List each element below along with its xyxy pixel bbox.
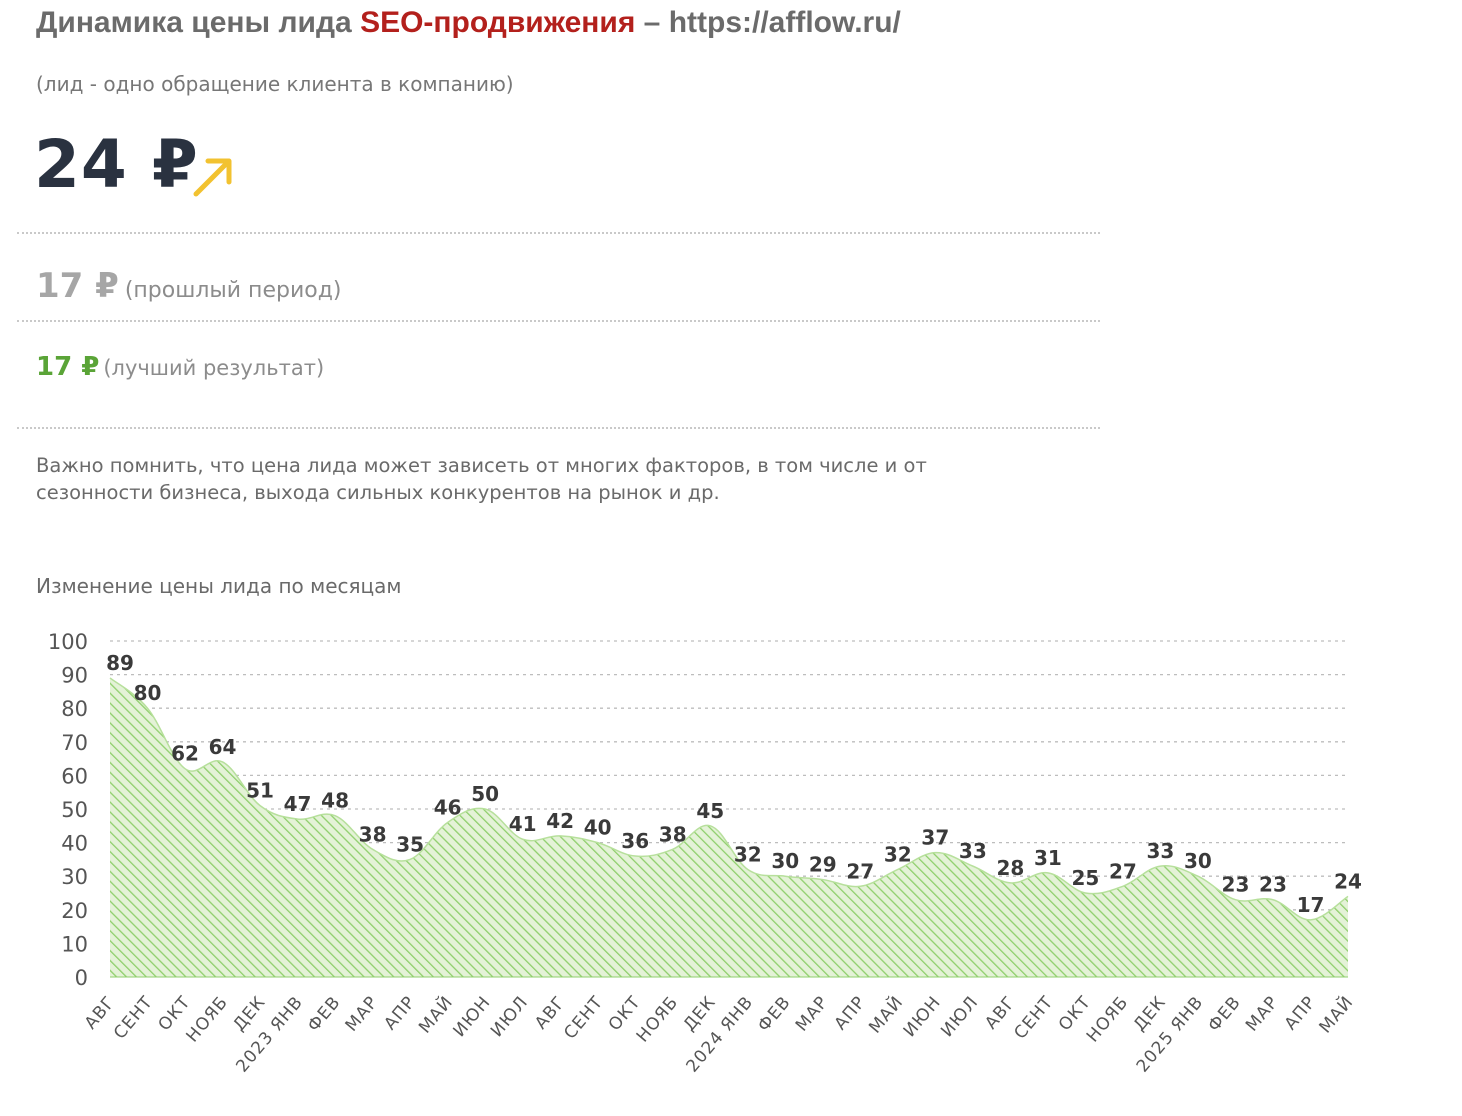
x-tick-label: НОЯБ: [633, 992, 683, 1046]
best-price: 17 ₽: [36, 352, 100, 382]
x-tick-label: МАР: [1242, 992, 1283, 1035]
y-tick-label: 50: [61, 798, 88, 822]
data-label: 33: [959, 839, 987, 863]
data-label: 89: [106, 651, 134, 675]
x-tick-label: СЕНТ: [1010, 992, 1057, 1043]
x-tick-label: ИЮЛ: [937, 992, 982, 1041]
best-note: (лучший результат): [103, 356, 325, 380]
data-label: 45: [696, 799, 724, 823]
data-label: 24: [1334, 869, 1362, 893]
data-label: 30: [1184, 849, 1212, 873]
data-label: 35: [396, 832, 424, 856]
data-label: 80: [134, 681, 162, 705]
current-price: 24 ₽: [34, 126, 199, 203]
data-label: 29: [809, 853, 837, 877]
y-tick-label: 80: [61, 697, 88, 721]
data-label: 23: [1259, 873, 1287, 897]
data-label: 23: [1222, 873, 1250, 897]
data-label: 25: [1071, 866, 1099, 890]
previous-price: 17 ₽: [36, 266, 119, 306]
data-label: 62: [171, 742, 199, 766]
x-tick-label: ИЮН: [450, 992, 495, 1041]
x-tick-label: ФЕВ: [1204, 992, 1245, 1036]
best-result: 17 ₽ (лучший результат): [36, 352, 324, 382]
data-label: 27: [1109, 859, 1137, 883]
y-tick-label: 20: [61, 899, 88, 923]
data-label: 33: [1147, 839, 1175, 863]
notice-text: Важно помнить, что цена лида может завис…: [36, 454, 927, 504]
data-label: 51: [246, 779, 274, 803]
y-tick-label: 100: [48, 630, 88, 654]
y-tick-label: 70: [61, 731, 88, 755]
data-label: 38: [659, 822, 687, 846]
x-tick-label: НОЯБ: [183, 992, 233, 1046]
divider: [17, 427, 1100, 429]
x-tick-label: МАР: [792, 992, 833, 1035]
title-suffix: – https://afflow.ru/: [635, 6, 901, 39]
divider: [17, 320, 1100, 322]
x-tick-label: ФЕВ: [304, 992, 345, 1036]
x-tick-label: ИЮН: [900, 992, 945, 1041]
area-series: [110, 677, 1348, 977]
data-label: 36: [621, 829, 649, 853]
x-tick-label: СЕНТ: [110, 992, 157, 1043]
y-tick-label: 60: [61, 764, 88, 788]
data-label: 47: [284, 792, 312, 816]
x-tick-label: МАР: [342, 992, 383, 1035]
data-label: 17: [1297, 893, 1325, 917]
data-label: 38: [359, 822, 387, 846]
data-label: 46: [434, 795, 462, 819]
data-label: 50: [471, 782, 499, 806]
page-subtitle: (лид - одно обращение клиента в компанию…: [36, 72, 514, 96]
data-label: 40: [584, 816, 612, 840]
title-prefix: Динамика цены лида: [36, 6, 361, 39]
y-tick-label: 0: [75, 966, 88, 990]
x-tick-label: ФЕВ: [754, 992, 795, 1036]
area-line: [109, 677, 1349, 921]
x-tick-label: НОЯБ: [1083, 992, 1133, 1046]
data-label: 42: [546, 809, 574, 833]
data-label: 27: [846, 859, 874, 883]
y-tick-label: 10: [61, 932, 88, 956]
x-tick-label: СЕНТ: [560, 992, 607, 1043]
previous-note: (прошлый период): [124, 278, 342, 303]
x-tick-label: АПР: [1281, 992, 1321, 1034]
data-label: 37: [921, 826, 949, 850]
data-label: 31: [1034, 846, 1062, 870]
data-label: 32: [884, 842, 912, 866]
data-label: 28: [996, 856, 1024, 880]
page-title: Динамика цены лида SEO-продвижения – htt…: [36, 6, 901, 40]
data-label: 64: [209, 735, 237, 759]
y-tick-label: 40: [61, 832, 88, 856]
divider: [17, 232, 1100, 234]
data-label: 41: [509, 812, 537, 836]
data-label: 48: [321, 789, 349, 813]
data-label: 30: [771, 849, 799, 873]
x-tick-label: АПР: [380, 992, 420, 1034]
x-tick-label: АПР: [831, 992, 871, 1034]
title-highlight: SEO-продвижения: [360, 6, 636, 39]
arrow-up-right-icon: [193, 158, 232, 197]
y-tick-label: 90: [61, 664, 88, 688]
x-tick-label: ИЮЛ: [487, 992, 532, 1041]
y-tick-label: 30: [61, 865, 88, 889]
x-tick-label: МАЙ: [1314, 991, 1358, 1037]
chart-title: Изменение цены лида по месяцам: [36, 574, 402, 598]
data-label: 32: [734, 842, 762, 866]
previous-period: 17 ₽ (прошлый период): [36, 266, 342, 306]
